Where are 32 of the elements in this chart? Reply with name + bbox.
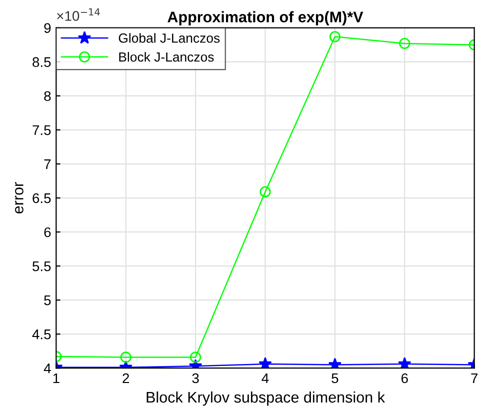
- point: [329, 31, 340, 42]
- x-tick-label: 6: [401, 373, 408, 384]
- point: [328, 358, 342, 368]
- y-tick-label: 5.5: [32, 261, 51, 272]
- x-tick-label: 1: [53, 373, 60, 384]
- x-tick-label: 5: [332, 373, 338, 384]
- y-tick-label: 9: [44, 23, 51, 33]
- text: ×10$^{−14}$: [57, 8, 100, 21]
- y-tick-label: 7: [44, 159, 51, 169]
- y-tick-label: 5: [44, 296, 51, 306]
- point: [398, 357, 412, 368]
- x-tick-label: 2: [122, 373, 130, 384]
- x-axis-title: Block Krylov subspace dimension k: [146, 391, 385, 406]
- y-tick-label: 4.5: [32, 330, 51, 340]
- point: [190, 352, 202, 363]
- x-tick-label: 4: [262, 373, 269, 384]
- point: [260, 186, 271, 198]
- y-tick-label: 6: [44, 227, 51, 238]
- point: [399, 38, 410, 50]
- y-tick-label: 4: [44, 364, 51, 374]
- point: [258, 357, 272, 368]
- x-tick-label: 3: [192, 373, 199, 384]
- y-tick-label: 8: [44, 91, 51, 102]
- y-axis-title: error: [15, 182, 24, 214]
- chart-title: Approximation of exp(M)*V: [168, 11, 364, 26]
- legend-label: Global J-Lanczos: [118, 33, 220, 43]
- x-tick-label: 7: [471, 373, 478, 384]
- y-tick-label: 7.5: [32, 125, 51, 136]
- legend-label: Block J-Lanczos: [119, 52, 214, 62]
- y-tick-label: 6.5: [32, 193, 51, 204]
- point: [120, 352, 132, 363]
- y-tick-label: 8.5: [32, 57, 51, 68]
